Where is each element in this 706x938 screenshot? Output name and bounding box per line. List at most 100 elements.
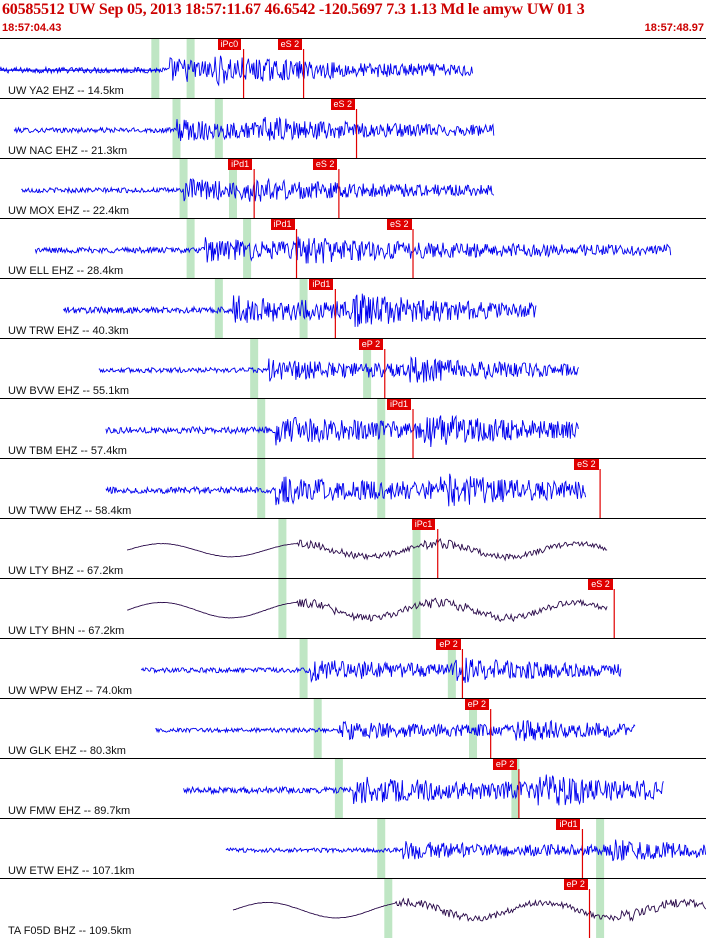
phase-window-marker	[334, 759, 343, 818]
phase-window-marker	[384, 879, 393, 938]
phase-window-marker	[278, 519, 287, 578]
waveform-canvas[interactable]	[0, 699, 706, 758]
station-panel[interactable]: iPc1 UW LTY BHZ -- 67.2km	[0, 518, 706, 578]
phase-window-marker	[151, 39, 160, 98]
pick-label[interactable]: iPd1	[270, 219, 295, 230]
event-title: 60585512 UW Sep 05, 2013 18:57:11.67 46.…	[2, 1, 585, 18]
waveform-canvas[interactable]	[0, 579, 706, 638]
pick-label[interactable]: eS 2	[277, 39, 303, 50]
waveform-canvas[interactable]	[0, 519, 706, 578]
pick-label[interactable]: eS 2	[588, 579, 613, 590]
waveform-trace	[140, 657, 622, 683]
pick-label[interactable]: iPd1	[309, 279, 334, 290]
pick-label[interactable]: iPd1	[228, 159, 253, 170]
phase-window-marker	[214, 99, 223, 158]
waveform-canvas[interactable]	[0, 879, 706, 938]
phase-window-marker	[377, 399, 386, 458]
station-label: UW LTY BHN -- 67.2km	[8, 625, 125, 637]
station-label: UW TRW EHZ -- 40.3km	[8, 325, 129, 337]
waveform-canvas[interactable]	[0, 279, 706, 338]
station-panel[interactable]: eP 2 UW FMW EHZ -- 89.7km	[0, 758, 706, 818]
station-panel[interactable]: iPd1 UW ETW EHZ -- 107.1km	[0, 818, 706, 878]
pick-label[interactable]: eP 2	[492, 759, 518, 770]
station-label: UW LTY BHZ -- 67.2km	[8, 565, 124, 577]
pick-label[interactable]: iPc1	[411, 519, 436, 530]
station-panel[interactable]: eS 2 UW TWW EHZ -- 58.4km	[0, 458, 706, 518]
station-panel[interactable]: iPd1 eS 2 UW MOX EHZ -- 22.4km	[0, 158, 706, 218]
phase-window-marker	[377, 819, 386, 878]
phase-window-marker	[278, 579, 287, 638]
waveform-canvas[interactable]	[0, 759, 706, 818]
phase-window-marker	[179, 159, 188, 218]
waveform-canvas[interactable]	[0, 39, 706, 98]
phase-window-marker	[186, 219, 195, 278]
waveform-trace	[155, 719, 636, 742]
station-panel[interactable]: iPd1 UW TBM EHZ -- 57.4km	[0, 398, 706, 458]
station-label: UW MOX EHZ -- 22.4km	[8, 205, 130, 217]
waveform-canvas[interactable]	[0, 339, 706, 398]
station-panel[interactable]: eP 2 UW GLK EHZ -- 80.3km	[0, 698, 706, 758]
waveform-canvas[interactable]	[0, 159, 706, 218]
pick-label[interactable]: iPc0	[217, 39, 242, 50]
station-label: UW WPW EHZ -- 74.0km	[8, 685, 133, 697]
pick-label[interactable]: eS 2	[312, 159, 338, 170]
waveform-trace	[225, 839, 706, 862]
phase-window-marker	[257, 399, 266, 458]
seismogram-stack[interactable]: iPc0 eS 2 UW YA2 EHZ -- 14.5km eS 2 UW NAC E…	[0, 38, 706, 938]
waveform-trace	[127, 597, 608, 623]
waveform-trace	[21, 177, 495, 202]
phase-window-marker	[313, 699, 322, 758]
waveform-canvas[interactable]	[0, 819, 706, 878]
phase-window-marker	[469, 699, 478, 758]
record-header: 60585512 UW Sep 05, 2013 18:57:11.67 46.…	[0, 0, 706, 38]
station-label: UW FMW EHZ -- 89.7km	[8, 805, 131, 817]
waveform-canvas[interactable]	[0, 639, 706, 698]
phase-window-marker	[511, 759, 520, 818]
waveform-trace	[34, 236, 672, 264]
pick-label[interactable]: eS 2	[387, 219, 412, 230]
station-panel[interactable]: iPd1 UW TRW EHZ -- 40.3km	[0, 278, 706, 338]
pick-label[interactable]: iPd1	[387, 399, 412, 410]
station-label: UW YA2 EHZ -- 14.5km	[8, 85, 124, 97]
pick-label[interactable]: eS 2	[574, 459, 599, 470]
end-time: 18:57:48.97	[644, 22, 704, 34]
station-panel[interactable]: iPc0 eS 2 UW YA2 EHZ -- 14.5km	[0, 38, 706, 98]
waveform-trace	[13, 116, 495, 141]
waveform-canvas[interactable]	[0, 459, 706, 518]
waveform-trace	[232, 897, 706, 922]
waveform-trace	[63, 293, 537, 327]
station-label: UW TWW EHZ -- 58.4km	[8, 505, 132, 517]
station-label: UW GLK EHZ -- 80.3km	[8, 745, 126, 757]
phase-window-marker	[596, 879, 605, 938]
pick-label[interactable]: iPd1	[556, 819, 581, 830]
pick-label[interactable]: eP 2	[358, 339, 384, 350]
phase-window-marker	[186, 39, 195, 98]
station-panel[interactable]: eP 2 TA F05D BHZ -- 109.5km	[0, 878, 706, 938]
station-panel[interactable]: eP 2 UW BVW EHZ -- 55.1km	[0, 338, 706, 398]
waveform-canvas[interactable]	[0, 99, 706, 158]
station-label: UW ETW EHZ -- 107.1km	[8, 865, 135, 877]
phase-window-marker	[299, 279, 308, 338]
phase-window-marker	[250, 339, 259, 398]
phase-window-marker	[596, 819, 605, 878]
pick-label[interactable]: eP 2	[464, 699, 490, 710]
station-panel[interactable]: eS 2 UW LTY BHN -- 67.2km	[0, 578, 706, 638]
phase-window-marker	[412, 519, 421, 578]
station-panel[interactable]: eS 2 UW NAC EHZ -- 21.3km	[0, 98, 706, 158]
pick-label[interactable]: eP 2	[563, 879, 588, 890]
station-label: UW NAC EHZ -- 21.3km	[8, 145, 128, 157]
station-label: UW BVW EHZ -- 55.1km	[8, 385, 130, 397]
station-panel[interactable]: iPd1 eS 2 UW ELL EHZ -- 28.4km	[0, 218, 706, 278]
phase-window-marker	[257, 459, 266, 518]
phase-window-marker	[377, 459, 386, 518]
waveform-canvas[interactable]	[0, 399, 706, 458]
station-panel[interactable]: eP 2 UW WPW EHZ -- 74.0km	[0, 638, 706, 698]
station-label: UW ELL EHZ -- 28.4km	[8, 265, 124, 277]
phase-window-marker	[363, 339, 372, 398]
pick-label[interactable]: eP 2	[436, 639, 461, 650]
pick-label[interactable]: eS 2	[330, 99, 356, 110]
station-label: UW TBM EHZ -- 57.4km	[8, 445, 127, 457]
waveform-trace	[126, 538, 608, 562]
waveform-canvas[interactable]	[0, 219, 706, 278]
waveform-trace	[105, 473, 587, 507]
